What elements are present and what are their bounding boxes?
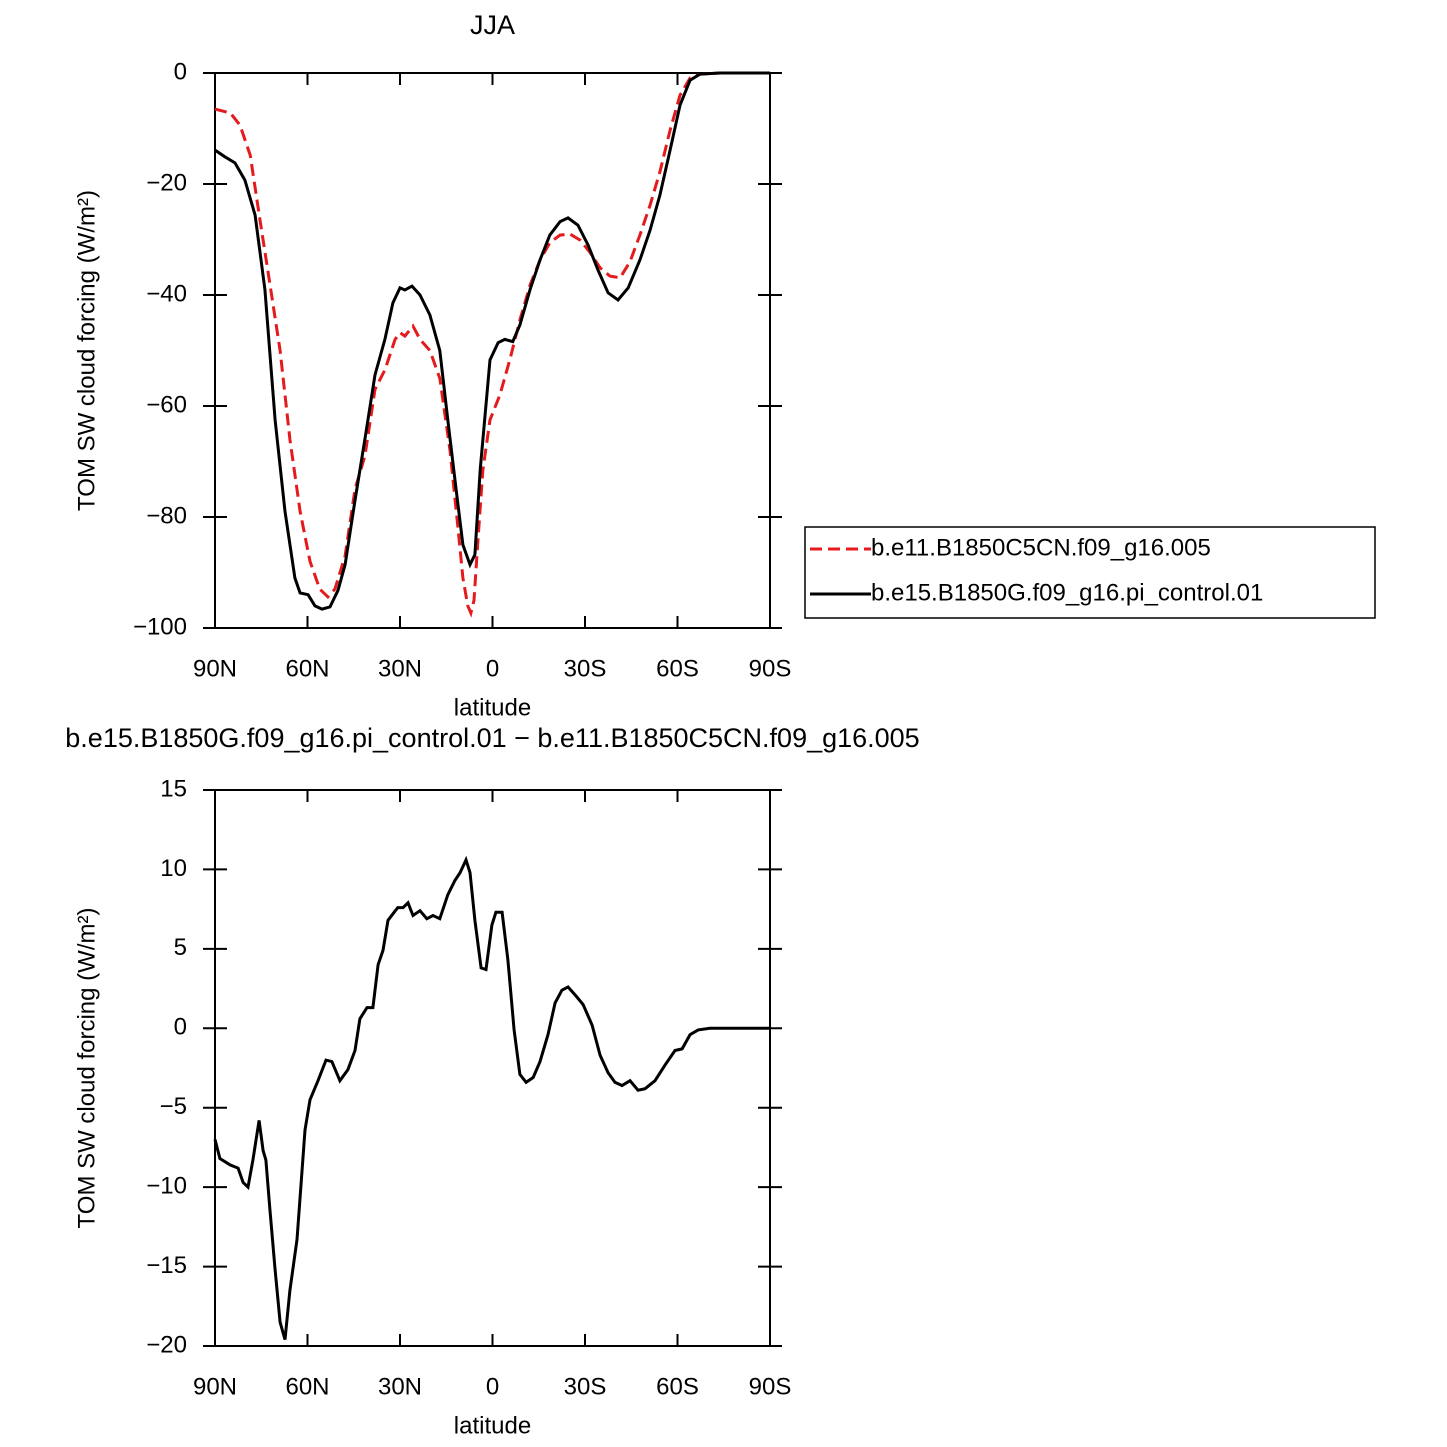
data-line	[214, 71, 770, 611]
x-tick-label: 60N	[285, 1373, 329, 1400]
y-tick-label: −60	[146, 391, 187, 418]
x-tick-label: 30S	[564, 655, 607, 682]
x-tick-label: 30N	[378, 1373, 422, 1400]
x-tick-label: 90N	[193, 655, 237, 682]
y-tick-label: −40	[146, 280, 187, 307]
y-tick-label: 5	[174, 934, 187, 961]
x-tick-label: 90N	[193, 1373, 237, 1400]
plot-frame	[214, 789, 771, 1347]
x-tick-label: 30S	[564, 1373, 607, 1400]
x-tick-label: 60S	[656, 655, 699, 682]
y-tick-label: −15	[146, 1252, 187, 1279]
y-tick-label: −20	[146, 1331, 187, 1358]
legend-box	[804, 526, 1376, 619]
y-tick-label: 0	[174, 58, 187, 85]
y-tick-label: −100	[133, 613, 187, 640]
y-tick-label: 15	[160, 775, 187, 802]
x-tick-label: 60S	[656, 1373, 699, 1400]
legend-label: b.e11.B1850C5CN.f09_g16.005	[871, 534, 1211, 561]
y-tick-label: −20	[146, 169, 187, 196]
data-line	[213, 855, 770, 1341]
x-tick-label: 90S	[749, 1373, 792, 1400]
x-tick-label: 0	[486, 1373, 499, 1400]
x-tick-label: 30N	[378, 655, 422, 682]
x-tick-label: 60N	[285, 655, 329, 682]
y-tick-label: 0	[174, 1014, 187, 1041]
y-tick-label: −5	[160, 1093, 187, 1120]
chart-title: JJA	[470, 10, 515, 40]
y-tick-label: −80	[146, 502, 187, 529]
data-line	[214, 71, 770, 618]
x-axis-label: latitude	[454, 694, 531, 721]
y-axis-label: TOM SW cloud forcing (W/m²)	[73, 190, 100, 511]
chart-title: b.e15.B1850G.f09_g16.pi_control.01 − b.e…	[65, 723, 919, 753]
x-axis-label: latitude	[454, 1412, 531, 1439]
legend-label: b.e15.B1850G.f09_g16.pi_control.01	[871, 579, 1263, 606]
y-axis-label: TOM SW cloud forcing (W/m²)	[73, 908, 100, 1229]
y-tick-label: 10	[160, 855, 187, 882]
x-tick-label: 90S	[749, 655, 792, 682]
x-tick-label: 0	[486, 655, 499, 682]
plot-frame	[214, 72, 771, 629]
y-tick-label: −10	[146, 1172, 187, 1199]
